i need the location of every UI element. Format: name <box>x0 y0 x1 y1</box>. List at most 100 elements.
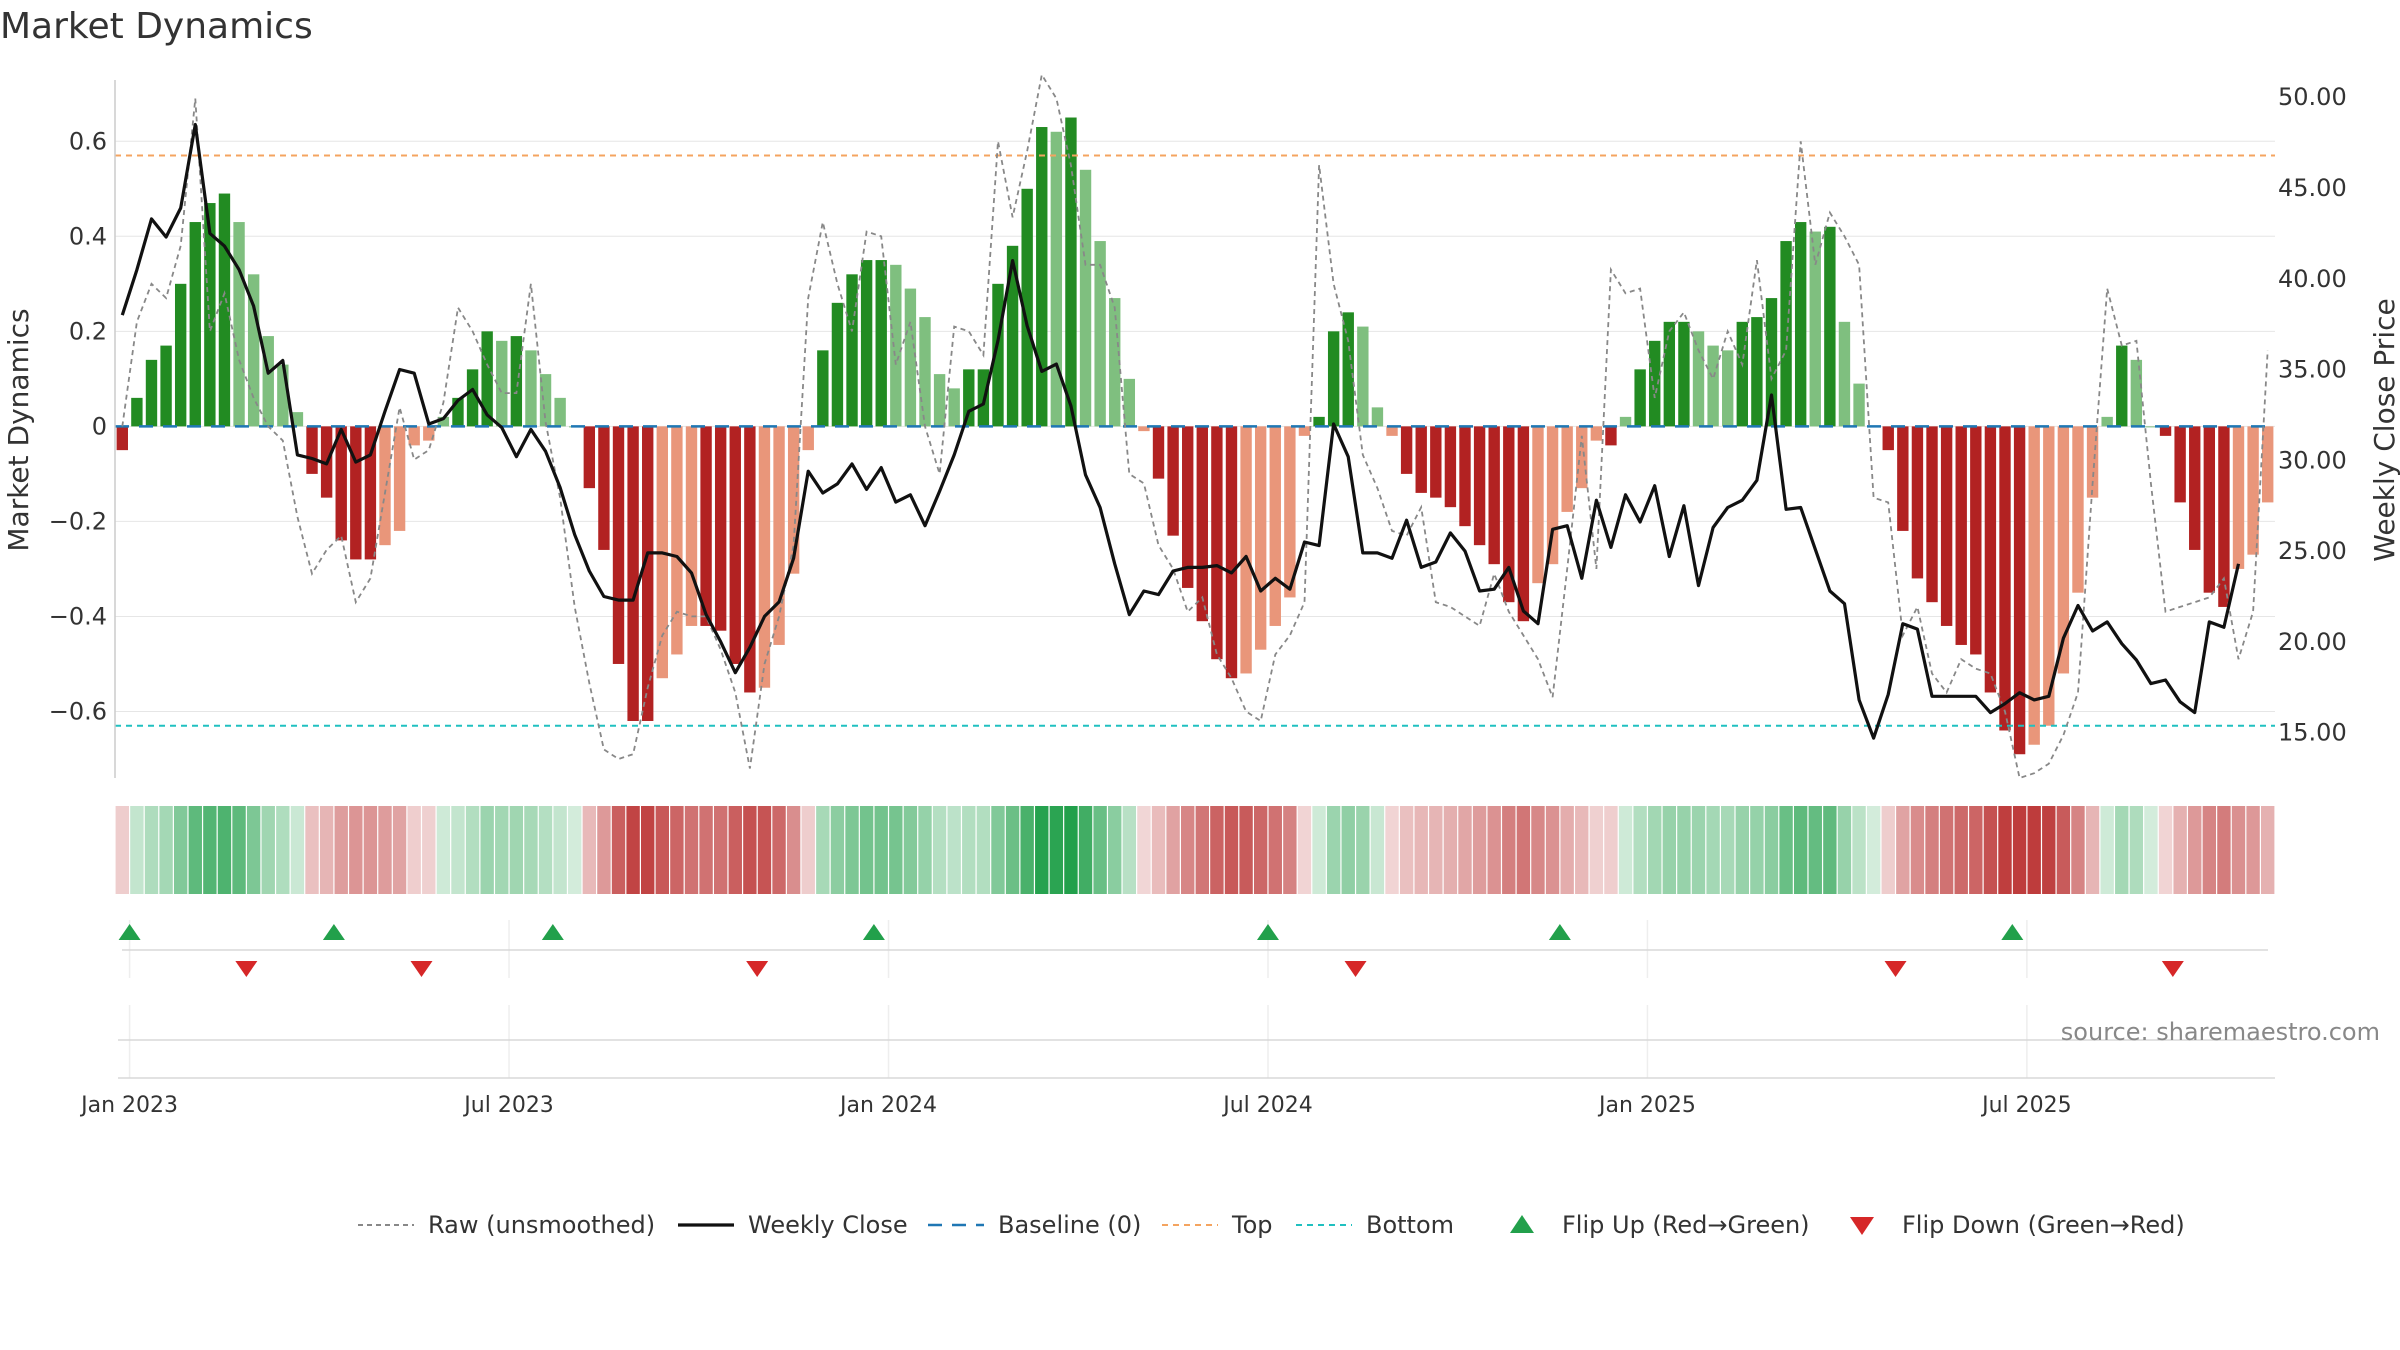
momentum-bar <box>919 317 931 427</box>
weekly-close-line <box>120 122 2241 740</box>
regime-cell <box>1662 806 1677 894</box>
y2-tick-label: 40.00 <box>2278 265 2347 293</box>
momentum-bar <box>1765 298 1778 427</box>
regime-cell <box>1808 806 1822 894</box>
momentum-bar <box>2262 426 2274 503</box>
momentum-bar <box>1736 321 1748 427</box>
momentum-bar <box>1619 416 1632 427</box>
legend-label: Raw (unsmoothed) <box>428 1211 655 1239</box>
regime-cell <box>495 806 509 894</box>
flip-down-marker <box>235 961 258 977</box>
regime-cell <box>1618 806 1633 894</box>
momentum-bar <box>262 336 274 427</box>
regime-cell <box>276 806 290 894</box>
momentum-bar <box>1079 169 1092 427</box>
momentum-bar <box>2189 426 2201 550</box>
regime-cell <box>1108 806 1122 894</box>
flip-up-marker <box>1548 924 1571 940</box>
momentum-bar <box>408 426 420 446</box>
momentum-bar <box>1065 117 1077 427</box>
regime-cell <box>1793 806 1808 894</box>
momentum-bar <box>1503 426 1515 603</box>
regime-cell <box>2158 806 2173 894</box>
momentum-bar <box>350 426 362 560</box>
y2-tick-label: 30.00 <box>2278 446 2347 474</box>
regime-cell <box>1224 806 1239 894</box>
regime-cell <box>728 806 742 894</box>
regime-cell <box>1589 806 1604 894</box>
momentum-bar <box>2174 426 2186 503</box>
regime-cell <box>1706 806 1720 894</box>
regime-cell <box>261 806 275 894</box>
momentum-bar <box>583 426 596 489</box>
momentum-bar <box>1357 326 1369 427</box>
regime-cell <box>1429 806 1443 894</box>
regime-cell <box>509 806 524 894</box>
momentum-bar <box>1517 426 1530 622</box>
momentum-bar <box>393 426 406 531</box>
legend-swatch <box>1510 1215 1534 1233</box>
momentum-bar <box>700 426 712 626</box>
momentum-bar <box>174 283 187 427</box>
regime-cell <box>349 806 363 894</box>
momentum-bar <box>1342 312 1354 427</box>
flip-up-marker <box>322 924 345 940</box>
regime-cell <box>1253 806 1268 894</box>
y-tick-label: −0.2 <box>49 507 107 535</box>
regime-cell <box>422 806 436 894</box>
momentum-bar <box>1182 426 1194 588</box>
momentum-bar <box>1897 426 1909 531</box>
regime-cell <box>1283 806 1297 894</box>
momentum-bar <box>1911 426 1924 579</box>
regime-cell <box>1896 806 1910 894</box>
regime-cell <box>1297 806 1312 894</box>
momentum-bar <box>218 193 231 427</box>
regime-cell <box>1691 806 1706 894</box>
momentum-bar <box>2028 426 2040 745</box>
momentum-bar <box>948 388 960 427</box>
regime-cell <box>1341 806 1355 894</box>
regime-cell <box>1969 806 1983 894</box>
regime-cell <box>830 806 845 894</box>
momentum-bar <box>437 416 450 427</box>
regime-cell <box>2129 806 2144 894</box>
regime-cell <box>524 806 538 894</box>
momentum-bar <box>1225 426 1238 679</box>
regime-cell <box>115 806 129 894</box>
regime-cell <box>889 806 903 894</box>
regime-cell <box>1414 806 1428 894</box>
momentum-bar <box>1430 426 1442 498</box>
regime-cell <box>699 806 713 894</box>
regime-cell <box>1370 806 1385 894</box>
momentum-bar <box>1649 340 1661 427</box>
regime-cell <box>553 806 567 894</box>
regime-cell <box>1078 806 1093 894</box>
regime-cell <box>451 806 465 894</box>
regime-cell <box>159 806 173 894</box>
regime-cell <box>1764 806 1779 894</box>
momentum-bar <box>1955 426 1967 645</box>
regime-cell <box>2027 806 2041 894</box>
momentum-bar <box>1590 426 1603 441</box>
legend-label: Weekly Close <box>748 1211 908 1239</box>
reference-lines <box>115 154 2275 727</box>
price-series <box>120 72 2269 780</box>
regime-cell <box>1035 806 1049 894</box>
regime-cell <box>2100 806 2114 894</box>
regime-cell <box>1443 806 1458 894</box>
regime-cell <box>144 806 159 894</box>
momentum-bar <box>277 364 289 427</box>
regime-cell <box>991 806 1005 894</box>
y-tick-label: 0 <box>92 412 107 440</box>
momentum-bar <box>1882 426 1894 451</box>
momentum-bar <box>335 426 347 541</box>
momentum-bar <box>2116 345 2128 427</box>
regime-cell <box>1866 806 1881 894</box>
momentum-bar <box>963 369 975 427</box>
regime-cell <box>1312 806 1326 894</box>
y2-tick-label: 20.00 <box>2278 628 2347 656</box>
legend-label: Top <box>1231 1211 1273 1239</box>
y-tick-label: 0.4 <box>69 222 107 250</box>
momentum-bar <box>1109 298 1121 427</box>
